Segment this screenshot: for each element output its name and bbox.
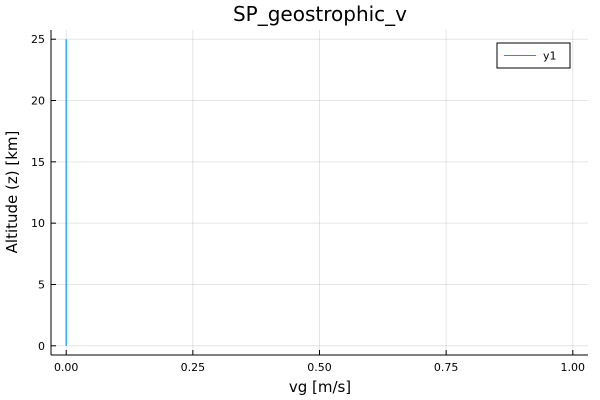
y-tick-label: 20 [31,95,45,108]
legend-label: y1 [543,50,557,63]
x-tick-label: 0.75 [434,361,459,374]
chart-title: SP_geostrophic_v [233,2,407,26]
y-tick-label: 25 [31,33,45,46]
y-tick-label: 0 [38,340,45,353]
grid-layer [51,30,588,355]
y-axis-title: Altitude (z) [km] [3,131,21,254]
ticks-layer: 0.00 0.25 0.50 0.75 1.00 0 5 10 15 20 25 [31,33,585,374]
x-tick-label: 0.00 [54,361,79,374]
x-axis-title: vg [m/s] [289,378,351,396]
x-tick-label: 0.50 [307,361,332,374]
legend: y1 [496,42,571,69]
y-tick-label: 15 [31,156,45,169]
x-tick-label: 0.25 [181,361,206,374]
y-tick-label: 5 [38,278,45,291]
y-tick-label: 10 [31,217,45,230]
x-tick-label: 1.00 [561,361,586,374]
